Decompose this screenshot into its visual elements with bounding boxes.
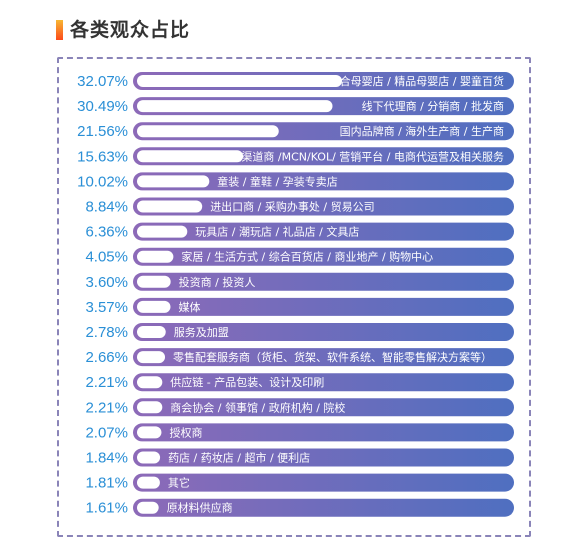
category-label: 玩具店 / 潮玩店 / 礼品店 / 文具店: [195, 225, 359, 239]
bar-row: 2.07% 授权商: [85, 423, 514, 442]
value-bar: [137, 501, 159, 514]
value-label: 30.49%: [77, 98, 128, 115]
bar-track: [133, 348, 514, 367]
value-label: 1.61%: [85, 500, 128, 517]
value-bar: [137, 100, 333, 113]
value-label: 8.84%: [85, 199, 128, 216]
bar-row: 32.07% 综合母婴店 / 精品母婴店 / 婴童百货: [77, 72, 514, 90]
bar-track: [133, 222, 514, 241]
category-label: 商会协会 / 领事馆 / 政府机构 / 院校: [170, 400, 345, 414]
bar-track: [133, 498, 514, 517]
value-bar: [137, 125, 279, 138]
value-label: 2.78%: [85, 324, 128, 341]
value-label: 6.36%: [85, 224, 128, 241]
category-label: 药店 / 药妆店 / 超市 / 便利店: [168, 451, 310, 465]
value-bar: [137, 175, 210, 188]
bar-row: 1.81% 其它: [85, 473, 514, 492]
bar-row: 2.21% 供应链 - 产品包装、设计及印刷: [85, 373, 514, 392]
category-label: 投资商 / 投资人: [179, 275, 256, 289]
category-label: 零售配套服务商（货柜、货架、软件系统、智能零售解决方案等）: [173, 350, 492, 364]
category-label: 进出口商 / 采购办事处 / 贸易公司: [210, 200, 374, 214]
category-label: 供应链 - 产品包装、设计及印刷: [170, 375, 324, 389]
value-bar: [137, 75, 342, 87]
bar-row: 21.56% 国内品牌商 / 海外生产商 / 生产商: [77, 122, 514, 141]
bar-track: [133, 272, 514, 291]
bar-row: 15.63% 线上渠道商 /MCN/KOL/ 营销平台 / 电商代运营及相关服务: [77, 147, 514, 166]
category-label: 服务及加盟: [174, 326, 229, 339]
category-label: 授权商: [169, 425, 202, 439]
bar-row: 6.36% 玩具店 / 潮玩店 / 礼品店 / 文具店: [85, 222, 514, 241]
bar-row: 2.66% 零售配套服务商（货柜、货架、软件系统、智能零售解决方案等）: [85, 348, 514, 367]
value-bar: [137, 326, 166, 338]
value-label: 10.02%: [77, 173, 128, 190]
category-label: 其它: [168, 476, 190, 490]
value-bar: [137, 426, 162, 439]
value-label: 21.56%: [77, 123, 128, 140]
bar-track: [133, 423, 514, 442]
value-label: 15.63%: [77, 148, 128, 165]
bar-track: [133, 297, 514, 316]
category-label: 综合母婴店 / 精品母婴店 / 婴童百货: [329, 74, 504, 88]
value-label: 2.21%: [85, 399, 128, 416]
value-bar: [137, 376, 163, 389]
bar-track: [133, 247, 514, 266]
value-bar: [137, 200, 203, 213]
category-label: 线上渠道商 /MCN/KOL/ 营销平台 / 电商代运营及相关服务: [219, 149, 504, 163]
value-bar: [137, 275, 171, 288]
category-label: 线下代理商 / 分销商 / 批发商: [362, 99, 504, 113]
page-title: 各类观众占比: [70, 19, 191, 41]
category-label: 国内品牌商 / 海外生产商 / 生产商: [340, 124, 504, 138]
value-label: 3.57%: [85, 299, 128, 316]
value-bar: [137, 225, 188, 238]
bar-row: 2.78% 服务及加盟: [85, 323, 514, 341]
bar-track: [133, 323, 514, 341]
category-label: 媒体: [178, 300, 200, 314]
value-label: 2.66%: [85, 349, 128, 366]
value-bar: [137, 476, 160, 489]
category-label: 原材料供应商: [167, 501, 233, 515]
value-label: 1.84%: [85, 450, 128, 467]
bar-row: 2.21% 商会协会 / 领事馆 / 政府机构 / 院校: [85, 398, 514, 417]
bar-row: 30.49% 线下代理商 / 分销商 / 批发商: [77, 97, 514, 116]
title-accent-bar: [56, 20, 63, 40]
bar-track: [133, 197, 514, 216]
bar-row: 1.84% 药店 / 药妆店 / 超市 / 便利店: [85, 448, 514, 467]
chart-frame: [57, 57, 531, 537]
category-label: 童装 / 童鞋 / 孕装专卖店: [217, 174, 337, 188]
bar-row: 10.02% 童装 / 童鞋 / 孕装专卖店: [77, 172, 514, 191]
bar-track: [133, 448, 514, 467]
value-bar: [137, 401, 163, 414]
value-bar: [137, 451, 161, 464]
bar-row: 3.60% 投资商 / 投资人: [85, 272, 514, 291]
bar-track: [133, 473, 514, 492]
value-bar: [137, 250, 174, 263]
value-label: 2.21%: [85, 374, 128, 391]
bar-row: 4.05% 家居 / 生活方式 / 综合百货店 / 商业地产 / 购物中心: [85, 247, 514, 266]
bar-track: [133, 373, 514, 392]
value-label: 1.81%: [85, 475, 128, 492]
value-label: 3.60%: [85, 274, 128, 291]
category-label: 家居 / 生活方式 / 综合百货店 / 商业地产 / 购物中心: [181, 250, 433, 264]
value-label: 32.07%: [77, 73, 128, 90]
value-bar: [137, 150, 244, 163]
value-label: 4.05%: [85, 249, 128, 266]
bar-row: 8.84% 进出口商 / 采购办事处 / 贸易公司: [85, 197, 514, 216]
bar-row: 3.57% 媒体: [85, 297, 514, 316]
bar-track: [133, 398, 514, 417]
value-bar: [137, 300, 171, 313]
value-bar: [137, 351, 166, 364]
value-label: 2.07%: [85, 424, 128, 441]
bar-row: 1.61% 原材料供应商: [85, 498, 514, 517]
bar-track: [133, 172, 514, 191]
